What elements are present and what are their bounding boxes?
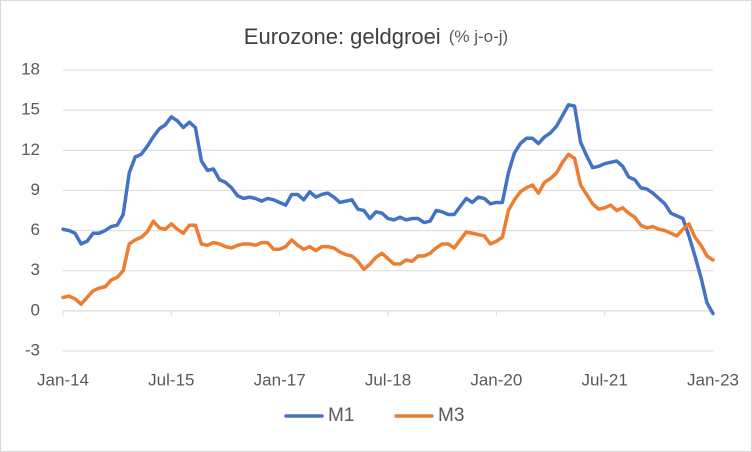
y-tick-label: 0 xyxy=(31,300,40,319)
y-tick-label: 18 xyxy=(21,59,40,78)
x-tick-label: Jan-23 xyxy=(687,370,739,389)
series-line xyxy=(61,152,715,306)
series-line xyxy=(61,103,715,316)
x-tick-label: Jul-18 xyxy=(365,370,411,389)
x-tick-label: Jan-14 xyxy=(37,370,89,389)
y-tick-label: 6 xyxy=(31,220,40,239)
chart-subtitle: (% j-o-j) xyxy=(449,27,509,46)
legend-label: M1 xyxy=(328,405,354,426)
x-tick-label: Jul-15 xyxy=(148,370,194,389)
chart-title-group: Eurozone: geldgroei (% j-o-j) xyxy=(244,24,508,49)
chart-title: Eurozone: geldgroei xyxy=(244,24,441,49)
x-tick-label: Jul-21 xyxy=(582,370,628,389)
x-tick-label: Jan-20 xyxy=(470,370,522,389)
legend-label: M3 xyxy=(438,405,464,426)
y-tick-label: 9 xyxy=(31,180,40,199)
y-tick-label: 15 xyxy=(21,100,40,119)
x-tick-label: Jan-17 xyxy=(254,370,306,389)
y-tick-label: -3 xyxy=(25,340,40,359)
y-tick-label: 12 xyxy=(21,140,40,159)
y-tick-label: 3 xyxy=(31,260,40,279)
